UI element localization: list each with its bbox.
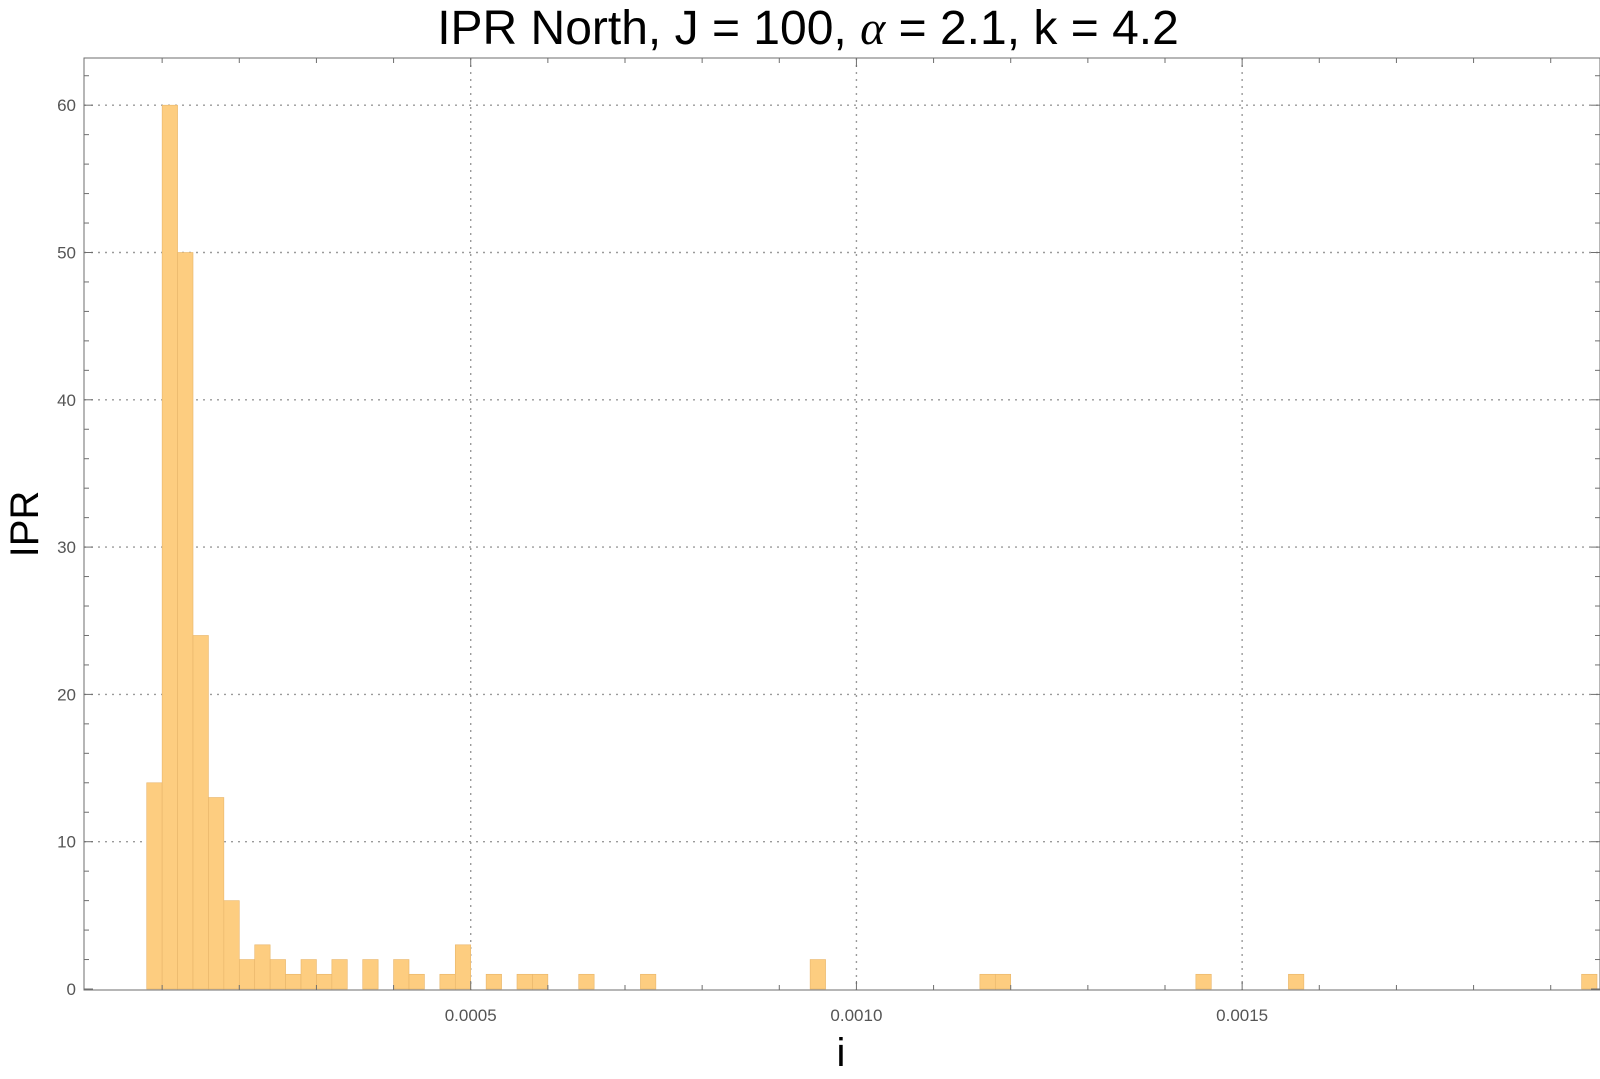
histogram-bar [439,973,456,990]
x-tick-label: 0.0010 [830,1006,882,1025]
histogram-bars [146,104,1598,990]
chart-title-alpha: α [860,2,886,55]
histogram-bar [161,104,178,990]
chart-title-part-1: IPR North, J = 100, [437,2,860,55]
histogram-bar [454,944,472,990]
chart-title-part-2: = 2.1, k = 4.2 [885,2,1179,55]
histogram-bar [316,973,333,990]
histogram-bar [300,959,317,990]
histogram-bar [238,959,256,990]
y-tick-label: 20 [57,685,76,704]
x-tick-label: 0.0005 [445,1006,497,1025]
histogram-bar [485,973,502,990]
histogram-bar [146,782,163,990]
axis-ticks [84,58,1600,990]
histogram-bar [979,973,996,990]
histogram-bar [516,973,533,990]
y-tick-label: 0 [67,980,76,999]
histogram-bar [640,973,657,990]
histogram-bar [331,959,348,990]
histogram-bar [362,959,379,990]
plot-frame [83,57,1600,991]
histogram-bar [578,973,595,990]
y-tick-label: 10 [57,833,76,852]
histogram-bar [223,900,240,990]
y-tick-label: 30 [57,538,76,557]
histogram-bar [269,959,286,990]
histogram-bar [254,944,271,990]
y-axis-label: IPR [3,491,47,558]
histogram-bar [393,959,410,990]
y-tick-label: 50 [57,243,76,262]
histogram-bar [994,973,1012,990]
tick-labels: 0 10 20 30 40 50 60 0.0005 0.0010 0.0015 [57,96,1268,1025]
grid [84,58,1600,990]
histogram-bar [1288,973,1305,990]
y-tick-label: 40 [57,391,76,410]
histogram-bar [285,973,302,990]
histogram-bar [1581,973,1598,990]
histogram-bar [177,252,194,990]
histogram-bar [809,959,826,990]
histogram-bar [408,973,425,990]
y-tick-label: 60 [57,96,76,115]
x-axis-label: i [837,1031,846,1075]
histogram-bar [532,973,549,990]
chart-title: IPR North, J = 100, α = 2.1, k = 4.2 [437,2,1179,55]
x-tick-label: 0.0015 [1216,1006,1268,1025]
histogram-bar [208,797,225,990]
histogram-bar [192,635,209,990]
histogram-bar [1195,973,1212,990]
